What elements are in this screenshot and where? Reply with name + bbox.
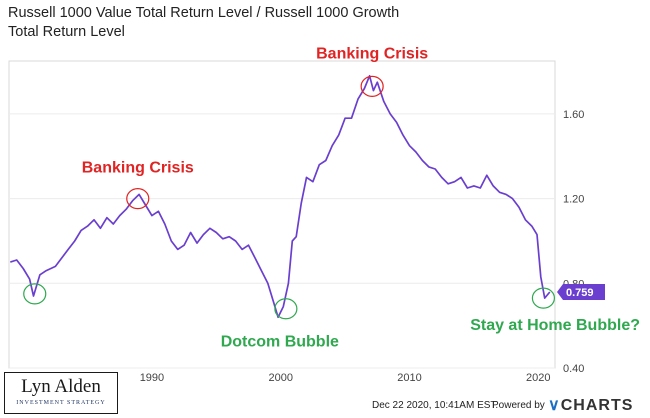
annotation-label: Banking Crisis: [316, 45, 428, 62]
lyn-alden-logo: Lyn Alden INVESTMENT STRATEGY: [4, 372, 118, 414]
y-tick-label: 0.40: [563, 363, 584, 375]
x-tick-label: 2000: [268, 372, 292, 384]
annotation-circle: [274, 298, 298, 320]
last-value-badge: 0.759: [557, 283, 605, 300]
y-axis-ticks: 0.400.801.201.60: [563, 109, 584, 375]
powered-by-label: Powered by: [492, 400, 545, 411]
annotation-label: Stay at Home Bubble?: [470, 317, 640, 334]
y-tick-label: 1.60: [563, 109, 584, 121]
gridlines: [9, 113, 555, 369]
ycharts-label: CHARTS: [560, 397, 634, 414]
chart-title: Russell 1000 Value Total Return Level / …: [8, 5, 400, 40]
x-tick-label: 1990: [140, 372, 164, 384]
logo-subtitle: INVESTMENT STRATEGY: [16, 400, 106, 406]
annotations: Banking Crisis Banking Crisis Dotcom Bubbl…: [23, 45, 640, 351]
last-value-badge-shape: [557, 283, 605, 300]
plot-area: [8, 60, 556, 369]
logo-name: Lyn Alden: [21, 376, 101, 397]
annotation-label: Banking Crisis: [82, 160, 194, 177]
x-tick-label: 2010: [397, 372, 421, 384]
annotation-circle: [531, 287, 556, 309]
annotation-label: Dotcom Bubble: [221, 334, 339, 351]
ycharts-brand[interactable]: ∨CHARTS: [548, 395, 633, 415]
last-value-label: 0.759: [566, 287, 594, 299]
timestamp: Dec 22 2020, 10:41AM EST.: [372, 400, 499, 411]
annotation-circle: [360, 75, 384, 98]
ycharts-mark-icon: ∨: [548, 397, 561, 414]
annotation-circle: [23, 283, 47, 305]
annotation-circle: [126, 188, 150, 210]
y-tick-label: 1.20: [563, 194, 584, 206]
ratio-series-line: [10, 74, 551, 319]
x-tick-label: 2020: [526, 372, 550, 384]
